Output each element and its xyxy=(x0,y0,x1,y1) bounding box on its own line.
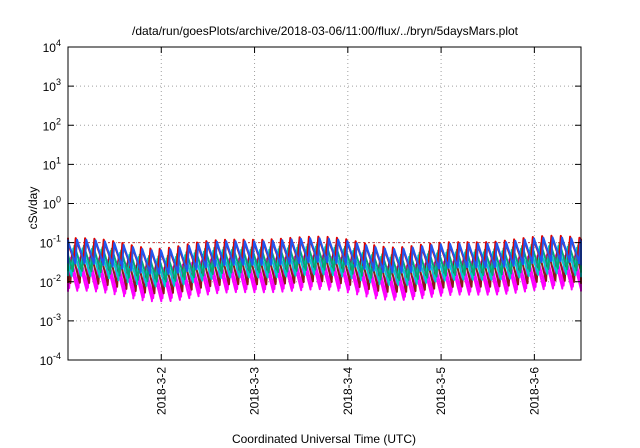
y-tick-base: 10 xyxy=(43,198,57,212)
y-tick-base: 10 xyxy=(43,158,57,172)
y-tick-exponent: -4 xyxy=(53,351,61,361)
series-line xyxy=(67,242,582,283)
y-tick-label: 103 xyxy=(43,77,61,94)
y-tick-base: 10 xyxy=(43,119,57,133)
y-tick-label: 101 xyxy=(43,155,61,172)
y-tick-base: 10 xyxy=(40,354,54,368)
x-ticks: 2018-3-2 2018-3-3 2018-3-4 2018-3-5 2018-3-6 xyxy=(154,47,541,415)
y-tick-base: 10 xyxy=(40,315,54,329)
y-tick-label: 104 xyxy=(43,38,61,55)
y-tick-label: 10-3 xyxy=(40,312,61,329)
y-tick-exponent: -2 xyxy=(53,273,61,283)
y-tick-label: 102 xyxy=(43,116,61,133)
y-tick-exponent: 3 xyxy=(56,77,61,87)
y-tick-base: 10 xyxy=(40,276,54,290)
series-line xyxy=(67,248,582,295)
chart-title: /data/run/goesPlots/archive/2018-03-06/1… xyxy=(132,24,519,38)
y-tick-exponent: -3 xyxy=(53,312,61,322)
y-tick-label: 10-1 xyxy=(40,234,61,251)
series-line xyxy=(67,236,582,275)
y-tick-label: 10-2 xyxy=(40,273,61,290)
x-tick-label: 2018-3-2 xyxy=(154,367,168,415)
y-tick-base: 10 xyxy=(43,80,57,94)
y-tick-base: 10 xyxy=(40,237,54,251)
y-tick-label: 10-4 xyxy=(40,351,61,368)
series-lines xyxy=(67,234,582,303)
x-tick-label: 2018-3-3 xyxy=(248,367,262,415)
x-axis-label: Coordinated Universal Time (UTC) xyxy=(232,432,416,446)
y-tick-base: 10 xyxy=(43,41,57,55)
x-tick-label: 2018-3-4 xyxy=(341,367,355,415)
y-axis-label: cSv/day xyxy=(26,187,40,230)
y-tick-exponent: -1 xyxy=(53,234,61,244)
y-tick-exponent: 0 xyxy=(56,195,61,205)
y-tick-exponent: 4 xyxy=(56,38,61,48)
y-tick-exponent: 2 xyxy=(56,116,61,126)
x-tick-label: 2018-3-5 xyxy=(434,367,448,415)
y-tick-exponent: 1 xyxy=(56,155,61,165)
x-tick-label: 2018-3-6 xyxy=(527,367,541,415)
y-tick-label: 100 xyxy=(43,195,61,212)
